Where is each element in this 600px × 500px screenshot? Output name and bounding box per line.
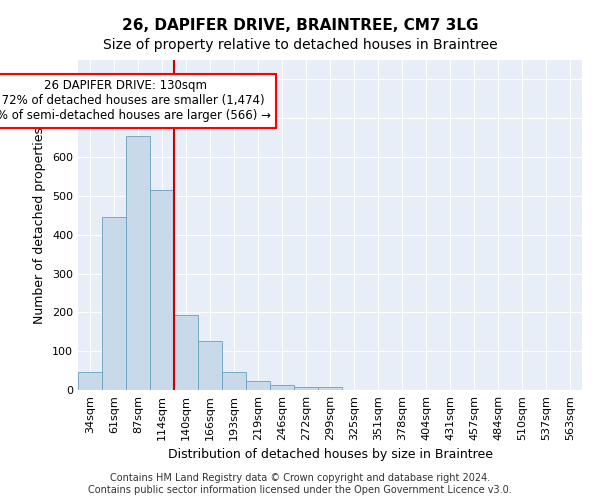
Bar	[102, 217, 126, 390]
Y-axis label: Number of detached properties: Number of detached properties	[34, 126, 46, 324]
Bar	[294, 387, 318, 390]
Text: Contains HM Land Registry data © Crown copyright and database right 2024.
Contai: Contains HM Land Registry data © Crown c…	[88, 474, 512, 495]
Text: Size of property relative to detached houses in Braintree: Size of property relative to detached ho…	[103, 38, 497, 52]
Text: 26, DAPIFER DRIVE, BRAINTREE, CM7 3LG: 26, DAPIFER DRIVE, BRAINTREE, CM7 3LG	[122, 18, 478, 32]
X-axis label: Distribution of detached houses by size in Braintree: Distribution of detached houses by size …	[167, 448, 493, 462]
Bar	[222, 372, 246, 390]
Bar	[78, 372, 102, 390]
Bar	[174, 315, 198, 390]
Bar	[150, 190, 174, 390]
Text: 26 DAPIFER DRIVE: 130sqm
← 72% of detached houses are smaller (1,474)
28% of sem: 26 DAPIFER DRIVE: 130sqm ← 72% of detach…	[0, 80, 271, 122]
Bar	[198, 342, 222, 390]
Bar	[270, 386, 294, 390]
Bar	[246, 381, 270, 390]
Bar	[318, 387, 342, 390]
Bar	[126, 136, 150, 390]
